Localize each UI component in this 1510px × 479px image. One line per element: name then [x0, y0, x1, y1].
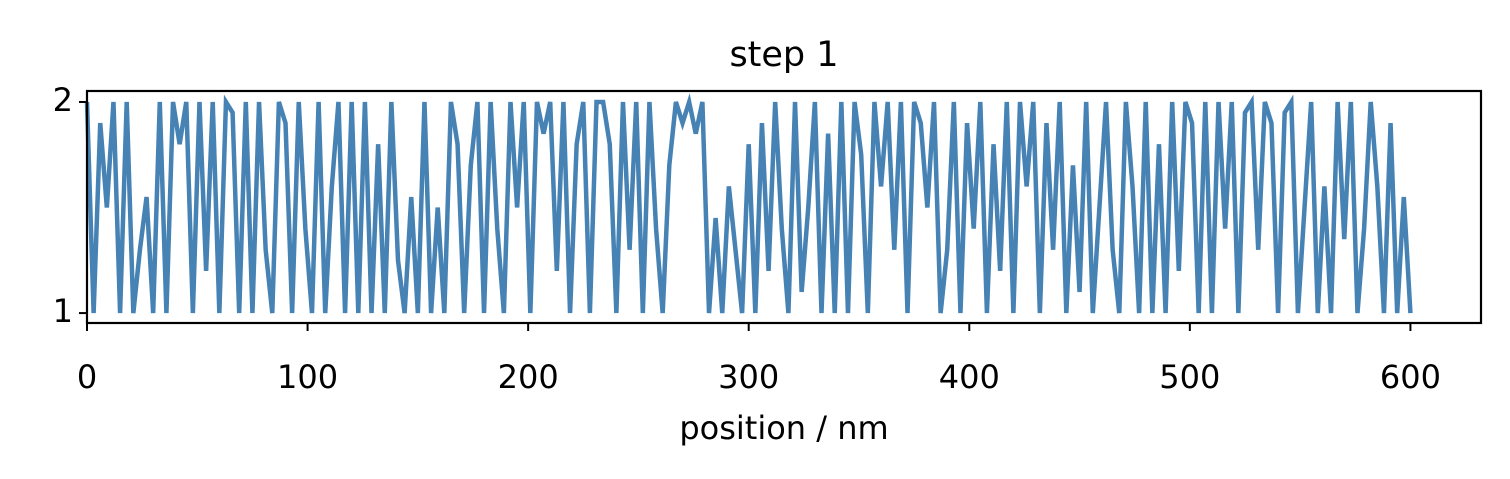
x-tick-label: 600	[1380, 358, 1441, 396]
data-line	[84, 93, 1413, 314]
x-tick-label: 200	[498, 358, 559, 396]
x-axis-label: position / nm	[679, 409, 888, 447]
x-tick-label: 0	[77, 358, 97, 396]
y-tick-label: 2	[53, 81, 73, 119]
y-tick-label: 1	[53, 292, 73, 330]
x-tick-label: 100	[277, 358, 338, 396]
plot-frame	[85, 89, 1483, 325]
x-tick-label: 300	[718, 358, 779, 396]
chart-title: step 1	[729, 35, 838, 75]
x-tick-label: 500	[1159, 358, 1220, 396]
x-tick-label: 400	[939, 358, 1000, 396]
